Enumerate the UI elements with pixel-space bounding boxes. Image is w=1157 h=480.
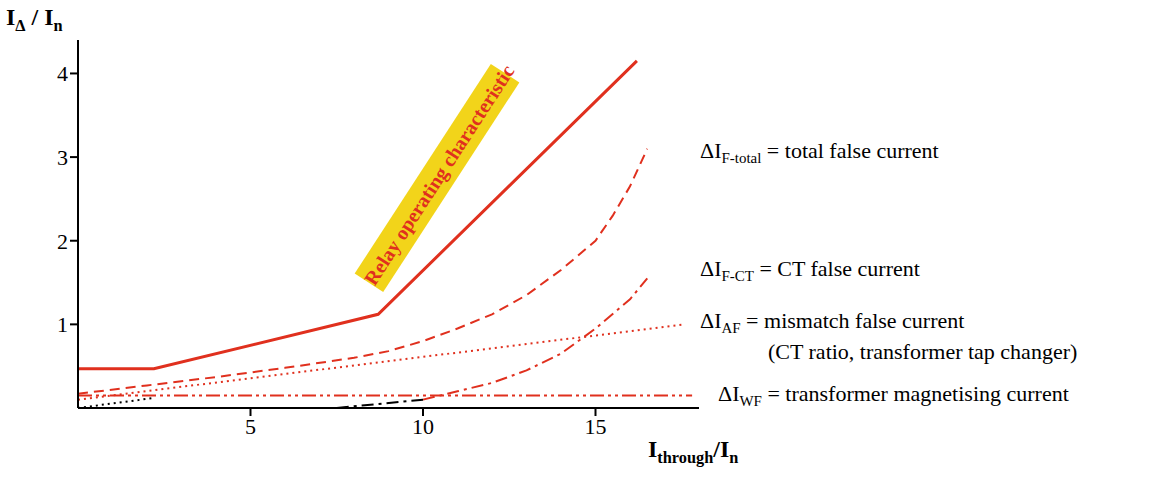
html-text:(CT ratio, transformer tap cha: (CT ratio, transformer tap changer) bbox=[768, 339, 1078, 365]
html-text:ΔIWF= transformer magnetising: ΔIWF= transformer magnetising current bbox=[718, 381, 1069, 410]
svg-text:3: 3 bbox=[57, 145, 68, 170]
html-text:Relay operating characteristic: Relay operating characteristic bbox=[359, 60, 519, 289]
html-text:ΔIAF= mismatch false current: ΔIAF= mismatch false current bbox=[700, 308, 965, 337]
html-text:Ithrough/In: Ithrough/In bbox=[648, 436, 739, 467]
html-text:IΔ/ In: IΔ/ In bbox=[6, 4, 63, 35]
html-text:ΔIF-CT= CT false current: ΔIF-CT= CT false current bbox=[700, 256, 920, 285]
svg-text:2: 2 bbox=[57, 229, 68, 254]
svg-text:1: 1 bbox=[57, 312, 68, 337]
svg-text:5: 5 bbox=[245, 414, 256, 439]
html-text:ΔIF-total= total false current: ΔIF-total= total false current bbox=[700, 138, 939, 167]
svg-text:15: 15 bbox=[585, 414, 607, 439]
svg-text:4: 4 bbox=[57, 61, 68, 86]
svg-text:10: 10 bbox=[412, 414, 434, 439]
